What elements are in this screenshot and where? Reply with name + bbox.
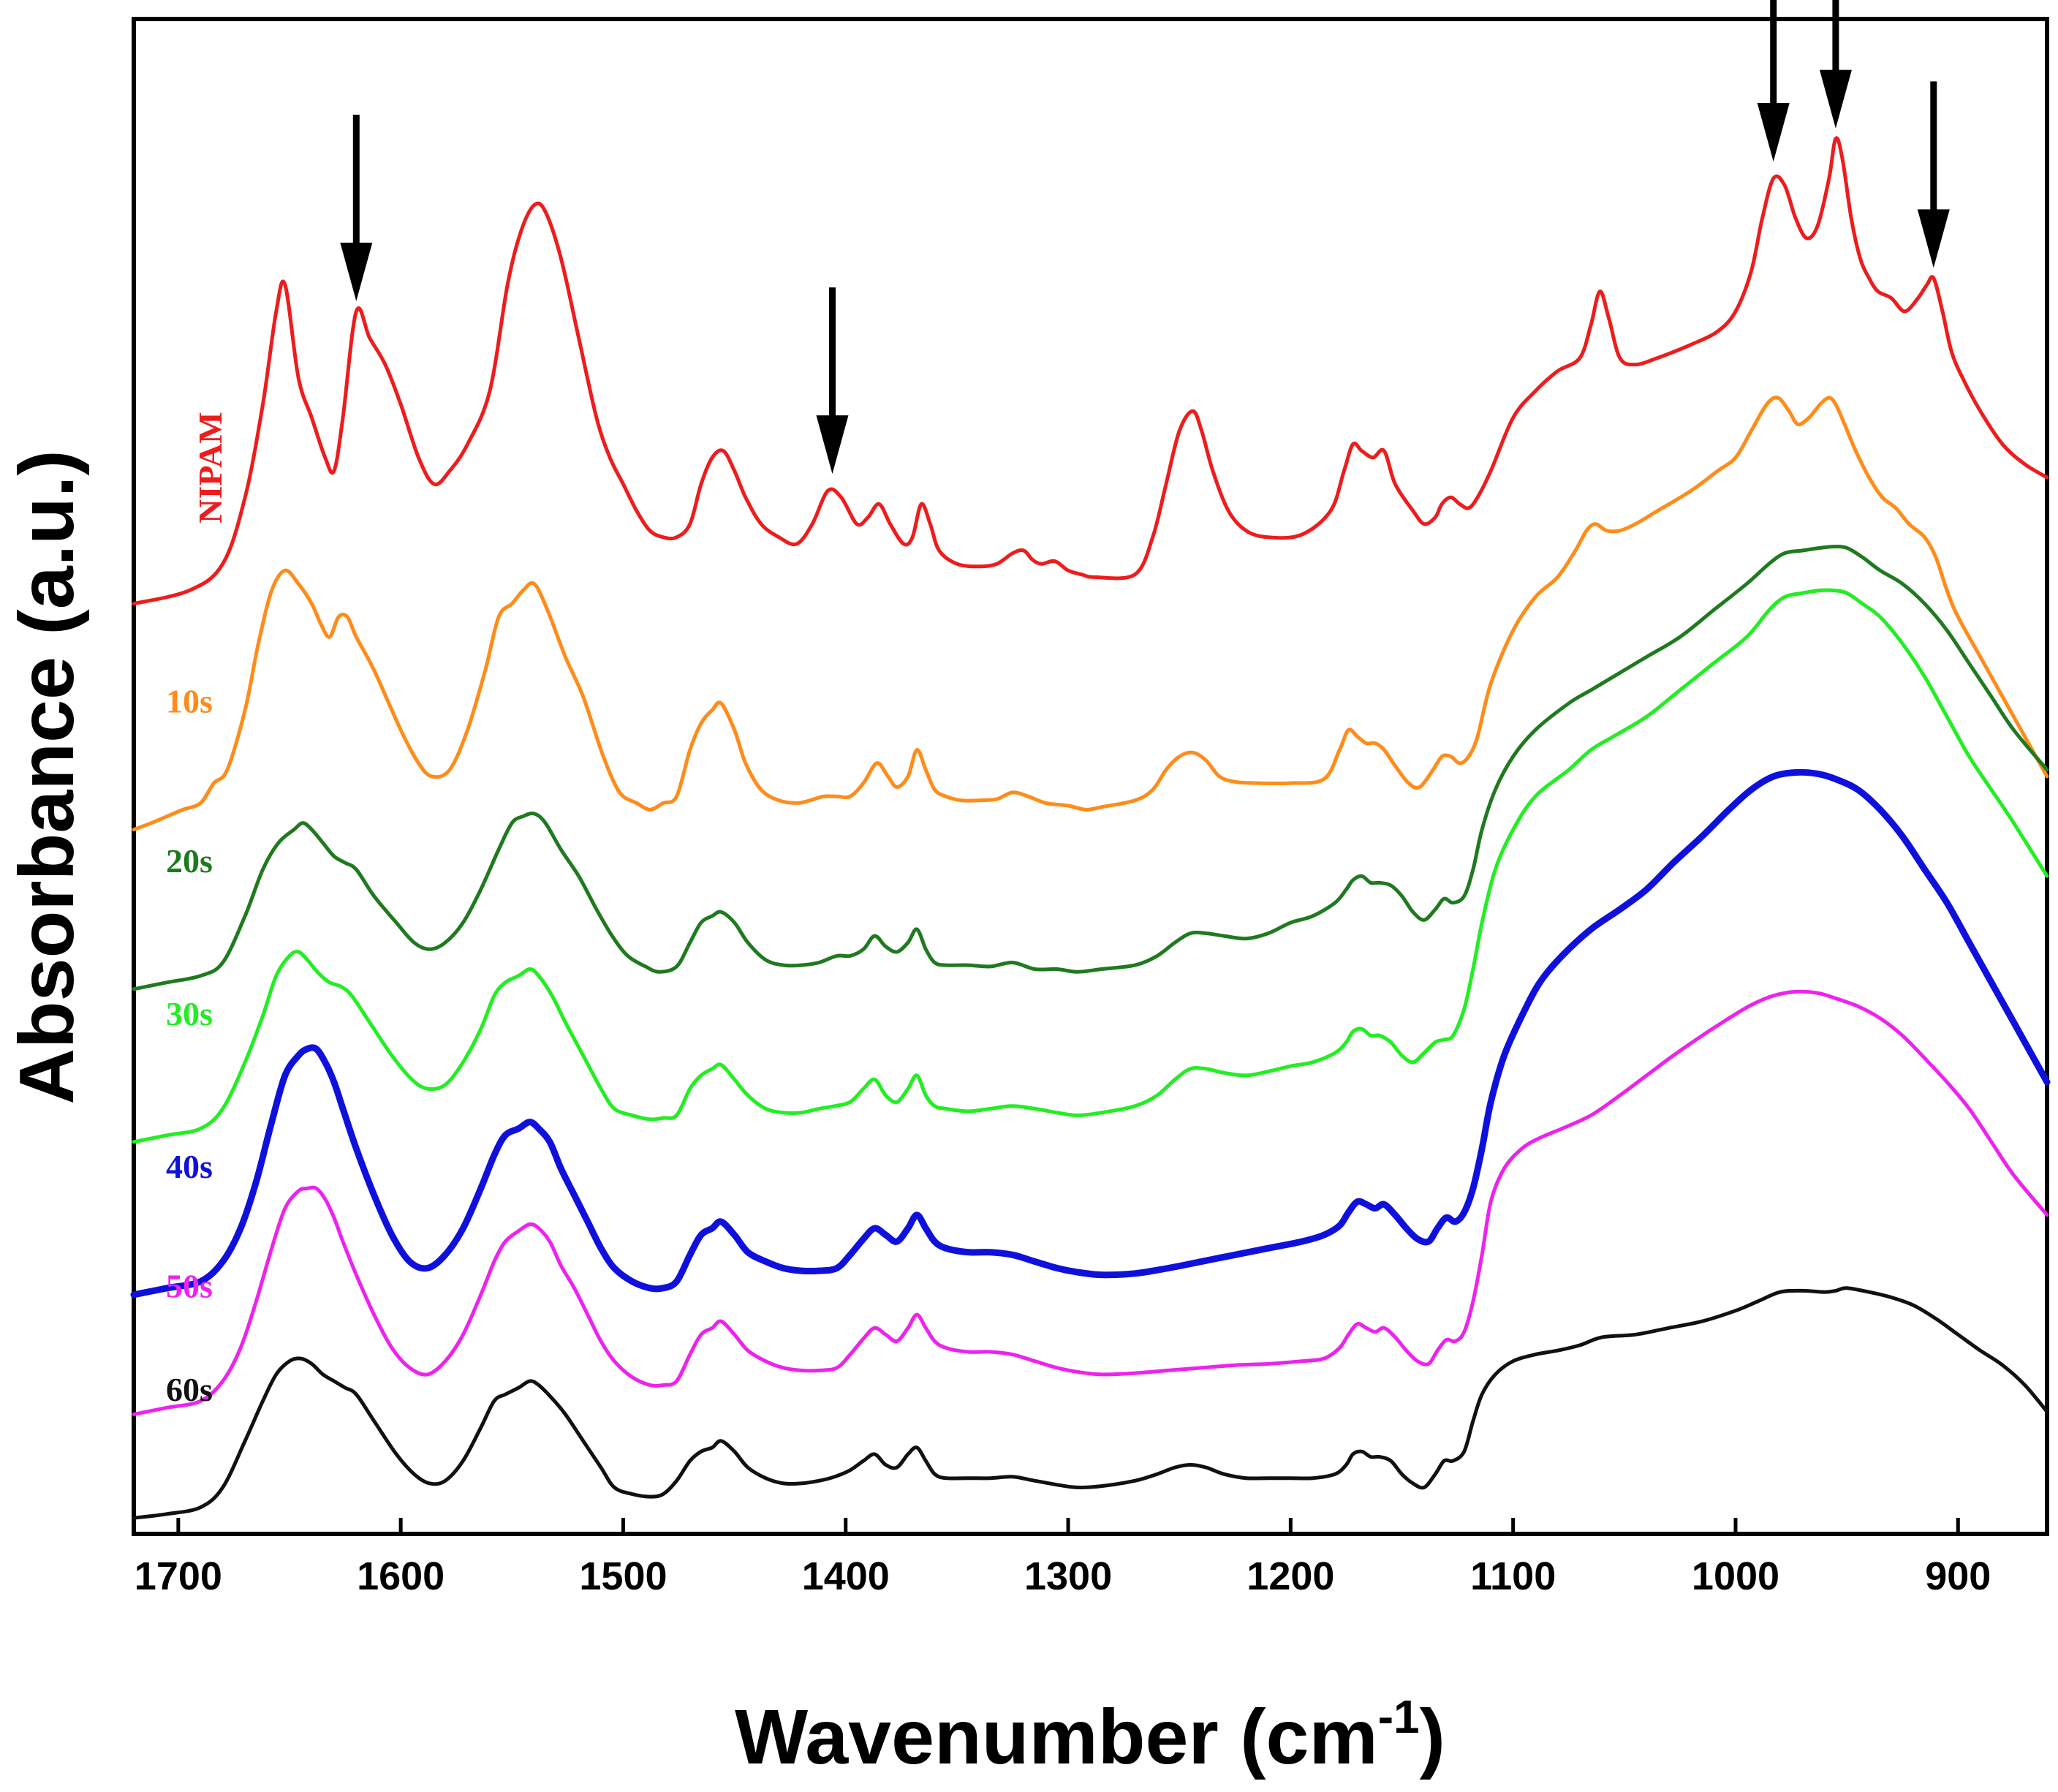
series-line-60s [132,1286,2049,1520]
series-line-30s [132,588,2049,1144]
x-tick-label-1300: 1300 [1024,1554,1112,1598]
series-line-20s [132,545,2049,991]
peak-arrow-955 [1819,0,1852,129]
series-label-50s: 50s [166,1267,213,1304]
peak-arrow-983 [1757,0,1790,162]
x-axis-title-main: Wavenumber (cm [735,1694,1378,1780]
series-line-10s [132,396,2049,832]
x-tick-label-1600: 1600 [357,1554,444,1598]
x-tick-label-1000: 1000 [1692,1554,1779,1598]
series-label-60s: 60s [166,1371,213,1408]
series-line-nipam [132,136,2049,606]
x-axis-title-end: ) [1420,1694,1445,1780]
series-layer [130,136,2051,1520]
peak-arrow-911 [1917,81,1950,268]
series-line-50s [132,989,2049,1416]
x-tick-label-1400: 1400 [802,1554,890,1598]
x-tick-label-900: 900 [1925,1554,1991,1598]
peak-arrow-1620 [340,114,373,301]
series-label-nipam: NIPAM [192,412,229,523]
series-label-layer: NIPAM 10s 20s 30s 40s 50s 60s [166,412,229,1408]
x-tick-label-1700: 1700 [135,1554,222,1598]
series-label-10s: 10s [166,683,213,720]
plot-frame [132,17,2049,1536]
x-axis-title-superscript: -1 [1378,1690,1420,1743]
x-tick-label-1200: 1200 [1246,1554,1334,1598]
x-axis-title: Wavenumber (cm-1) [735,1690,1445,1780]
peak-arrow-layer [340,0,1950,475]
x-tick-label-1500: 1500 [579,1554,667,1598]
x-axis-ticks: 1700 1600 1500 1400 1300 1200 1100 1000 900 [135,1518,1991,1598]
series-label-40s: 40s [166,1148,213,1185]
series-label-20s: 20s [166,842,213,880]
series-label-30s: 30s [166,995,213,1032]
x-tick-label-1100: 1100 [1470,1554,1556,1598]
peak-arrow-1406 [816,287,849,475]
y-axis-title: Absorbance (a.u.) [4,450,90,1104]
series-line-40s [130,768,2051,1298]
